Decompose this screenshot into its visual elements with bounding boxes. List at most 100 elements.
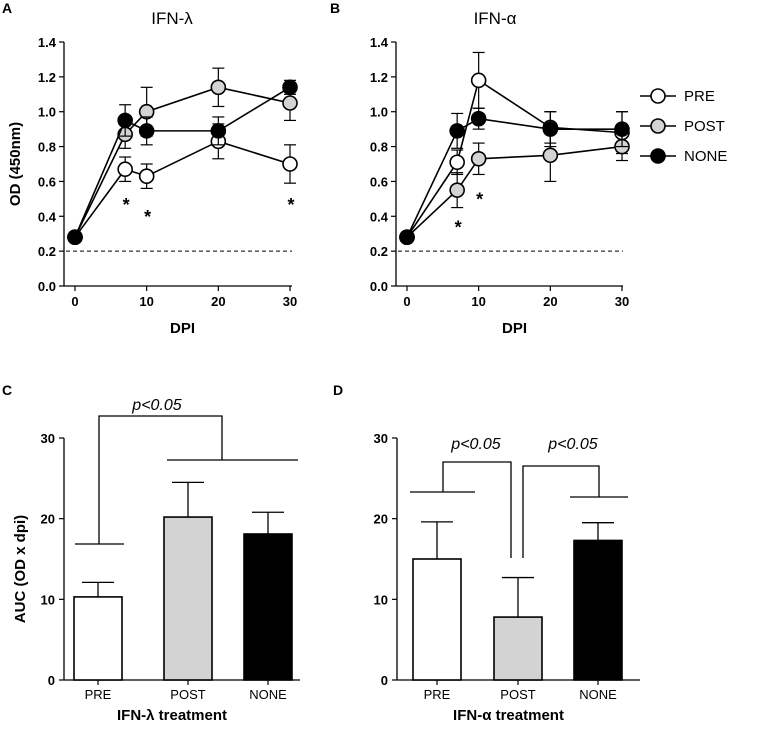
- series-none: [399, 107, 630, 245]
- data-point: [138, 123, 155, 139]
- y-tick-label: 30: [374, 431, 388, 446]
- y-tick-label: 1.4: [38, 35, 57, 50]
- x-tick-label: 0: [71, 294, 78, 309]
- data-point: [117, 112, 133, 129]
- y-tick-label: 0.0: [38, 279, 56, 294]
- y-tick-label: 10: [41, 592, 55, 607]
- chart-ifn-lambda-od: IFN-λ 0.0 0.2 0.4 0.6 0.8 1.0 1.2 1.4 0 10 20 30 DPI O…: [7, 9, 298, 337]
- x-tick-label: POST: [500, 687, 535, 702]
- x-tick-label: PRE: [424, 687, 451, 702]
- chart-title: IFN-α: [474, 9, 517, 28]
- series-line: [74, 140, 291, 238]
- y-tick-label: 0: [48, 673, 55, 688]
- data-point: [542, 121, 559, 137]
- panel-label-b: B: [330, 0, 340, 16]
- bar-post: [493, 616, 543, 681]
- y-tick-label: 0: [381, 673, 388, 688]
- y-tick-label: 0.2: [38, 244, 56, 259]
- panel-label-d: D: [333, 382, 343, 398]
- x-tick-label: 30: [283, 294, 297, 309]
- significance-star: *: [123, 195, 130, 215]
- chart-title: IFN-λ: [151, 9, 193, 28]
- p-value-label: p<0.05: [131, 397, 181, 414]
- bracket-line: [442, 461, 512, 558]
- x-tick-label: NONE: [249, 687, 287, 702]
- data-point: [282, 156, 298, 172]
- legend-marker: [650, 88, 666, 104]
- legend-marker: [650, 148, 666, 164]
- y-tick-label: 0.8: [370, 140, 388, 155]
- chart-ifn-alpha-auc: 0 10 20 30 PRE POST NONE IFN-α treatment p<0.05 p…: [374, 431, 640, 724]
- p-value-label: p<0.05: [450, 436, 500, 453]
- data-point: [117, 161, 133, 178]
- x-axis-label: DPI: [170, 320, 195, 337]
- series-pre: [67, 123, 298, 245]
- series-line: [406, 117, 622, 238]
- significance-bracket: p<0.05: [410, 436, 512, 558]
- y-tick-label: 0.4: [38, 209, 57, 224]
- series-none: [67, 79, 298, 245]
- x-tick-label: 10: [139, 294, 153, 309]
- y-axis-label: OD (450nm): [7, 122, 24, 206]
- x-tick-label: 30: [615, 294, 629, 309]
- y-tick-label: 20: [41, 512, 55, 527]
- y-tick-label: 0.4: [370, 209, 389, 224]
- y-tick-label: 0.6: [370, 174, 388, 189]
- y-axis-label: AUC (OD x dpi): [12, 515, 29, 623]
- data-point: [282, 95, 298, 111]
- data-point: [449, 154, 465, 171]
- data-point: [470, 110, 487, 127]
- legend-label: POST: [684, 118, 725, 135]
- panel-label-c: C: [2, 382, 12, 398]
- data-point: [449, 182, 465, 198]
- y-tick-label: 0.6: [38, 174, 56, 189]
- data-point: [67, 229, 83, 245]
- bar-pre: [412, 558, 462, 681]
- legend-marker: [650, 118, 666, 134]
- x-tick-label: 20: [543, 294, 557, 309]
- x-tick-label: 0: [403, 294, 410, 309]
- bracket-line: [522, 465, 600, 558]
- data-point: [449, 123, 465, 139]
- legend: PRE POST NONE: [640, 88, 727, 165]
- data-point: [210, 123, 227, 139]
- series-line: [406, 145, 623, 238]
- panel-label-a: A: [2, 0, 12, 16]
- x-axis-label: DPI: [502, 320, 527, 337]
- series-post: [399, 128, 630, 245]
- legend-item-pre: PRE: [640, 88, 715, 105]
- x-axis-label: IFN-λ treatment: [117, 707, 227, 724]
- data-point: [138, 168, 155, 184]
- bar-none: [573, 539, 623, 681]
- x-tick-label: 10: [471, 294, 485, 309]
- y-tick-label: 1.0: [370, 105, 388, 120]
- chart-ifn-lambda-auc: 0 10 20 30 PRE POST NONE IFN-λ treatment AUC (OD…: [12, 397, 300, 724]
- legend-item-post: POST: [640, 118, 725, 135]
- data-point: [210, 79, 227, 96]
- y-tick-label: 1.0: [38, 105, 56, 120]
- significance-star: *: [455, 218, 462, 238]
- data-point: [614, 121, 630, 137]
- legend-label: NONE: [684, 148, 727, 165]
- data-point: [282, 79, 298, 96]
- legend-item-none: NONE: [640, 148, 727, 165]
- x-tick-label: PRE: [85, 687, 112, 702]
- series-line: [74, 86, 291, 238]
- x-tick-label: POST: [170, 687, 205, 702]
- y-tick-label: 0.8: [38, 140, 56, 155]
- significance-bracket: p<0.05: [75, 397, 298, 545]
- x-tick-label: NONE: [579, 687, 617, 702]
- data-point: [470, 72, 487, 89]
- significance-star: *: [476, 190, 483, 210]
- y-tick-label: 1.2: [370, 70, 388, 85]
- data-point: [470, 150, 487, 167]
- bar-pre: [73, 596, 123, 681]
- bar-post: [163, 516, 213, 681]
- chart-ifn-alpha-od: IFN-α 0.0 0.2 0.4 0.6 0.8 1.0 1.2 1.4 0 10 20 30 DPI *…: [370, 9, 630, 337]
- legend-label: PRE: [684, 88, 715, 105]
- significance-star: *: [144, 207, 151, 227]
- y-tick-label: 1.2: [38, 70, 56, 85]
- bracket-line: [98, 415, 223, 544]
- x-axis-label: IFN-α treatment: [453, 707, 564, 724]
